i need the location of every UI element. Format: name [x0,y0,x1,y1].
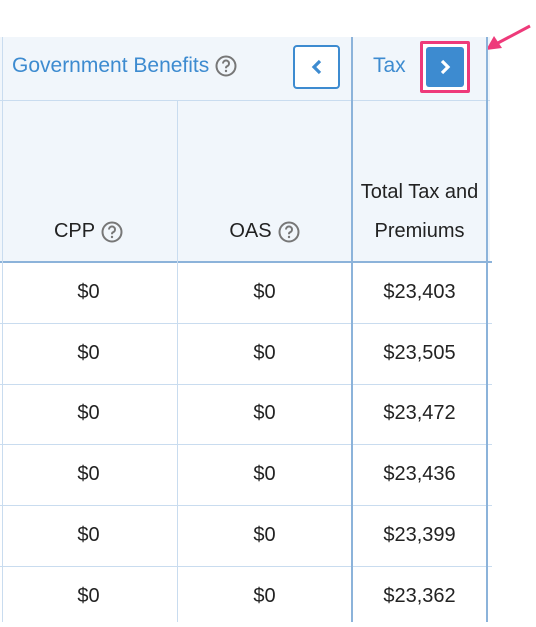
column-header: Total Tax and Premiums [352,101,487,261]
highlight [420,41,470,93]
table-cell: $0 [253,463,276,486]
table-cell: $23,436 [383,463,456,486]
group-header: Government Benefits [12,52,237,80]
next-button[interactable] [426,47,464,87]
table-cell: $23,472 [383,402,456,425]
border [0,261,492,263]
table-cell: $0 [253,341,276,364]
help-icon[interactable] [278,221,300,243]
column-header: OAS [177,101,352,261]
table-cell: $23,403 [383,280,456,303]
table-cell: $23,399 [383,524,456,547]
table-cell: $0 [77,402,100,425]
table-cell: $0 [77,341,100,364]
group-title: Tax [373,54,406,77]
column-title: Total Tax and Premiums [360,181,479,242]
table-cell: $0 [77,463,100,486]
table-cell: $0 [253,524,276,547]
pointer-arrow [486,24,531,50]
table-cell: $0 [253,280,276,303]
table-cell: $0 [253,402,276,425]
border [486,37,488,622]
help-icon[interactable] [215,55,237,77]
table-cell: $0 [77,584,100,607]
column-title: CPP [53,220,96,242]
table-cell: $23,362 [383,584,456,607]
row-border [0,444,492,446]
border [177,100,178,622]
row-border [0,322,492,324]
border [0,100,490,101]
row-border [0,505,492,507]
column-title: OAS [229,220,272,242]
table-cell: $23,505 [383,341,456,364]
help-icon[interactable] [101,221,123,243]
row-border [0,566,492,567]
group-title: Government Benefits [12,54,210,77]
row-border [0,383,492,385]
border [2,37,3,622]
column-header: CPP [0,101,177,261]
table-cell: $0 [77,524,100,547]
prev-button[interactable] [293,45,340,89]
table-cell: $0 [77,280,100,303]
table-cell: $0 [253,584,276,607]
header-bg [0,37,490,262]
border [351,37,353,622]
